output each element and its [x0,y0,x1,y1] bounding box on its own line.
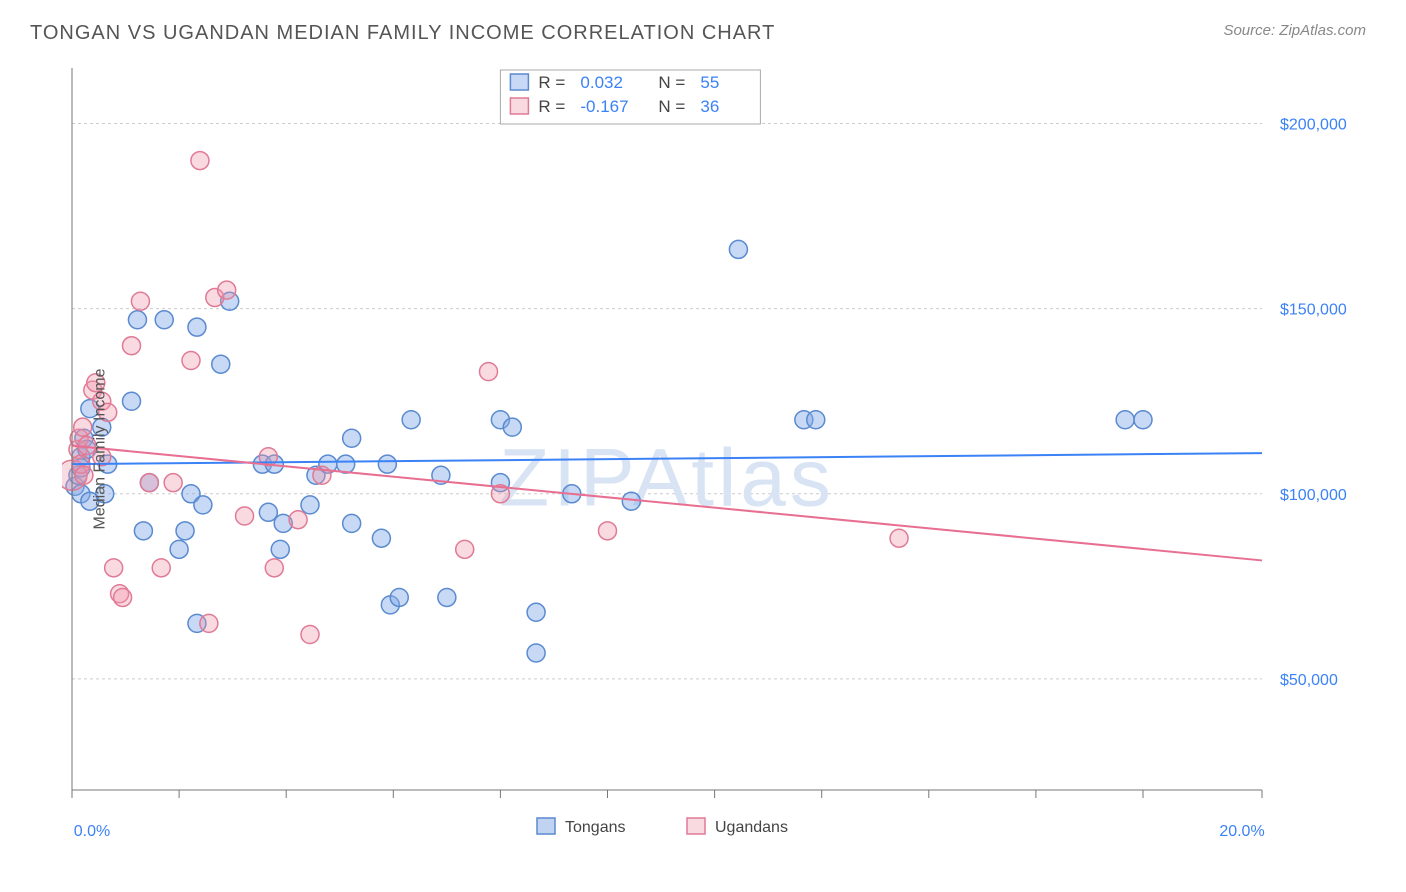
data-point [438,588,456,606]
data-point [188,318,206,336]
data-point [343,429,361,447]
chart-container: Median Family Income $50,000 $100,000 $150… [62,58,1372,840]
data-point [218,281,236,299]
data-point [164,474,182,492]
page-title: TONGAN VS UGANDAN MEDIAN FAMILY INCOME C… [30,22,775,45]
data-point [182,352,200,370]
y-tick-label: $100,000 [1280,487,1347,504]
data-point [176,522,194,540]
legend-r-label: R = [538,73,565,92]
legend-n-label: N = [658,97,685,116]
source-label: Source: ZipAtlas.com [1223,22,1366,39]
x-tick-label: 20.0% [1219,823,1264,840]
legend-swatch [537,818,555,834]
data-point [194,496,212,514]
legend-r-value: -0.167 [580,97,628,116]
data-point [140,474,158,492]
data-point [170,540,188,558]
data-point [402,411,420,429]
data-point [343,514,361,532]
data-point [200,614,218,632]
data-point [503,418,521,436]
y-tick-label: $50,000 [1280,672,1338,689]
data-point [114,588,132,606]
x-tick-label: 0.0% [74,823,110,840]
legend-r-label: R = [538,97,565,116]
data-point [134,522,152,540]
data-point [152,559,170,577]
data-point [105,559,123,577]
data-point [456,540,474,558]
legend-n-value: 36 [700,97,719,116]
watermark: ZIPAtlas [499,432,835,523]
data-point [74,418,92,436]
data-point [123,337,141,355]
data-point [236,507,254,525]
data-point [372,529,390,547]
data-point [480,363,498,381]
data-point [212,355,230,373]
data-point [191,152,209,170]
data-point [123,392,141,410]
data-point [527,603,545,621]
data-point [271,540,289,558]
data-point [729,240,747,258]
y-tick-label: $150,000 [1280,302,1347,319]
data-point [527,644,545,662]
data-point [128,311,146,329]
scatter-chart: $50,000 $100,000 $150,000 $200,000 ZIPAtlas 0… [62,58,1372,840]
legend-swatch [687,818,705,834]
y-tick-label: $200,000 [1280,117,1347,134]
data-point [259,503,277,521]
data-point [1116,411,1134,429]
data-point [378,455,396,473]
legend-label: Tongans [565,819,626,836]
data-point [131,292,149,310]
legend-n-label: N = [658,73,685,92]
legend-n-value: 55 [700,73,719,92]
data-point [265,559,283,577]
data-point [599,522,617,540]
data-point [1134,411,1152,429]
data-point [289,511,307,529]
data-point [890,529,908,547]
data-point [301,625,319,643]
legend-swatch [510,98,528,114]
data-point [390,588,408,606]
data-point [155,311,173,329]
legend-r-value: 0.032 [580,73,623,92]
legend-swatch [510,74,528,90]
data-point [301,496,319,514]
data-point [807,411,825,429]
data-point [75,466,93,484]
y-axis-label: Median Family Income [91,369,109,530]
legend-label: Ugandans [715,819,788,836]
